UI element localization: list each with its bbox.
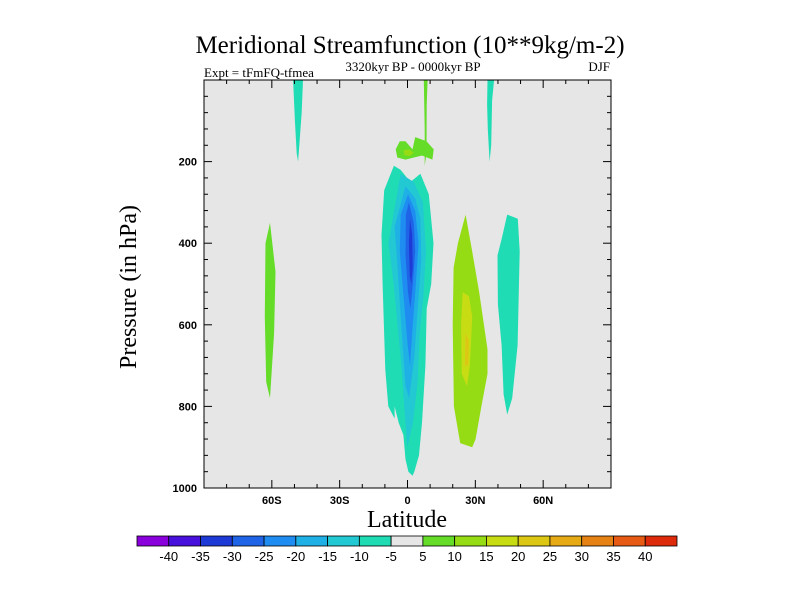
colorbar-box [486,535,519,547]
colorbar-box [136,535,170,547]
colorbar-label: 25 [543,549,557,564]
x-axis-ticks: 60S 30S 0 30N 60N [262,80,553,507]
contour-sh-mid-positive [264,222,276,399]
x-tick-label: 30S [330,495,350,507]
colorbar-label: -35 [191,549,210,564]
contour-nh-negative-right [497,214,520,415]
contour-nh-mid-20 [464,333,469,366]
colorbar-label: -20 [286,549,305,564]
y-axis-label: Pressure (in hPa) [116,205,142,369]
y-tick-label: 1000 [173,483,197,495]
x-tick-label: 60S [262,495,282,507]
contour-regions [264,80,520,476]
colorbar-box [644,535,678,547]
colorbar-box [231,535,265,547]
x-axis-label: Latitude [367,507,447,533]
x-tick-label: 30N [465,495,485,507]
y-tick-label: 800 [179,401,197,413]
colorbar-box [390,535,424,547]
season-label: DJF [588,59,610,74]
colorbar-label: -40 [159,549,178,564]
colorbar-label: -25 [255,549,274,564]
colorbar-box [200,535,233,547]
colorbar-label: -5 [385,549,397,564]
experiment-label: Expt = tFmFQ-tfmea [204,65,314,80]
x-tick-label: 60N [533,495,553,507]
minor-ticks [204,80,611,488]
chart-title: Meridional Streamfunction (10**9kg/m-2) [195,32,624,59]
colorbar-label: 15 [479,549,493,564]
colorbar-box [549,535,583,547]
colorbar: -40 -35 -30 -25 -20 -15 -10 -5 5 10 15 20 25 30 35 40 [136,535,678,564]
y-tick-label: 200 [179,157,197,169]
colorbar-label: -30 [223,549,242,564]
colorbar-box [295,535,328,547]
colorbar-box [517,535,551,547]
colorbar-box [454,535,487,547]
contour-nh-upper-positive [487,80,495,162]
colorbar-label: 5 [419,549,426,564]
colorbar-box [581,535,614,547]
colorbar-label: 40 [638,549,652,564]
colorbar-label: 35 [606,549,620,564]
colorbar-label: 10 [447,549,461,564]
contour-tropical-negative-core [408,218,413,284]
y-tick-label: 400 [179,238,197,250]
y-tick-label: 600 [179,320,197,332]
colorbar-box [613,535,646,547]
colorbar-box [358,535,392,547]
colorbar-box [327,535,360,547]
colorbar-box [422,535,456,547]
colorbar-label: 30 [574,549,588,564]
colorbar-label: -10 [350,549,369,564]
y-axis-ticks: 200 400 600 800 1000 [173,157,611,495]
colorbar-label: -15 [318,549,337,564]
colorbar-box [168,535,201,547]
x-tick-label: 0 [404,495,410,507]
contour-sh-upper-positive [293,80,303,162]
contour-upper-blob-10 [403,149,414,156]
time-range-label: 3320kyr BP - 0000kyr BP [345,59,480,74]
colorbar-label: 20 [511,549,525,564]
colorbar-box [263,535,297,547]
